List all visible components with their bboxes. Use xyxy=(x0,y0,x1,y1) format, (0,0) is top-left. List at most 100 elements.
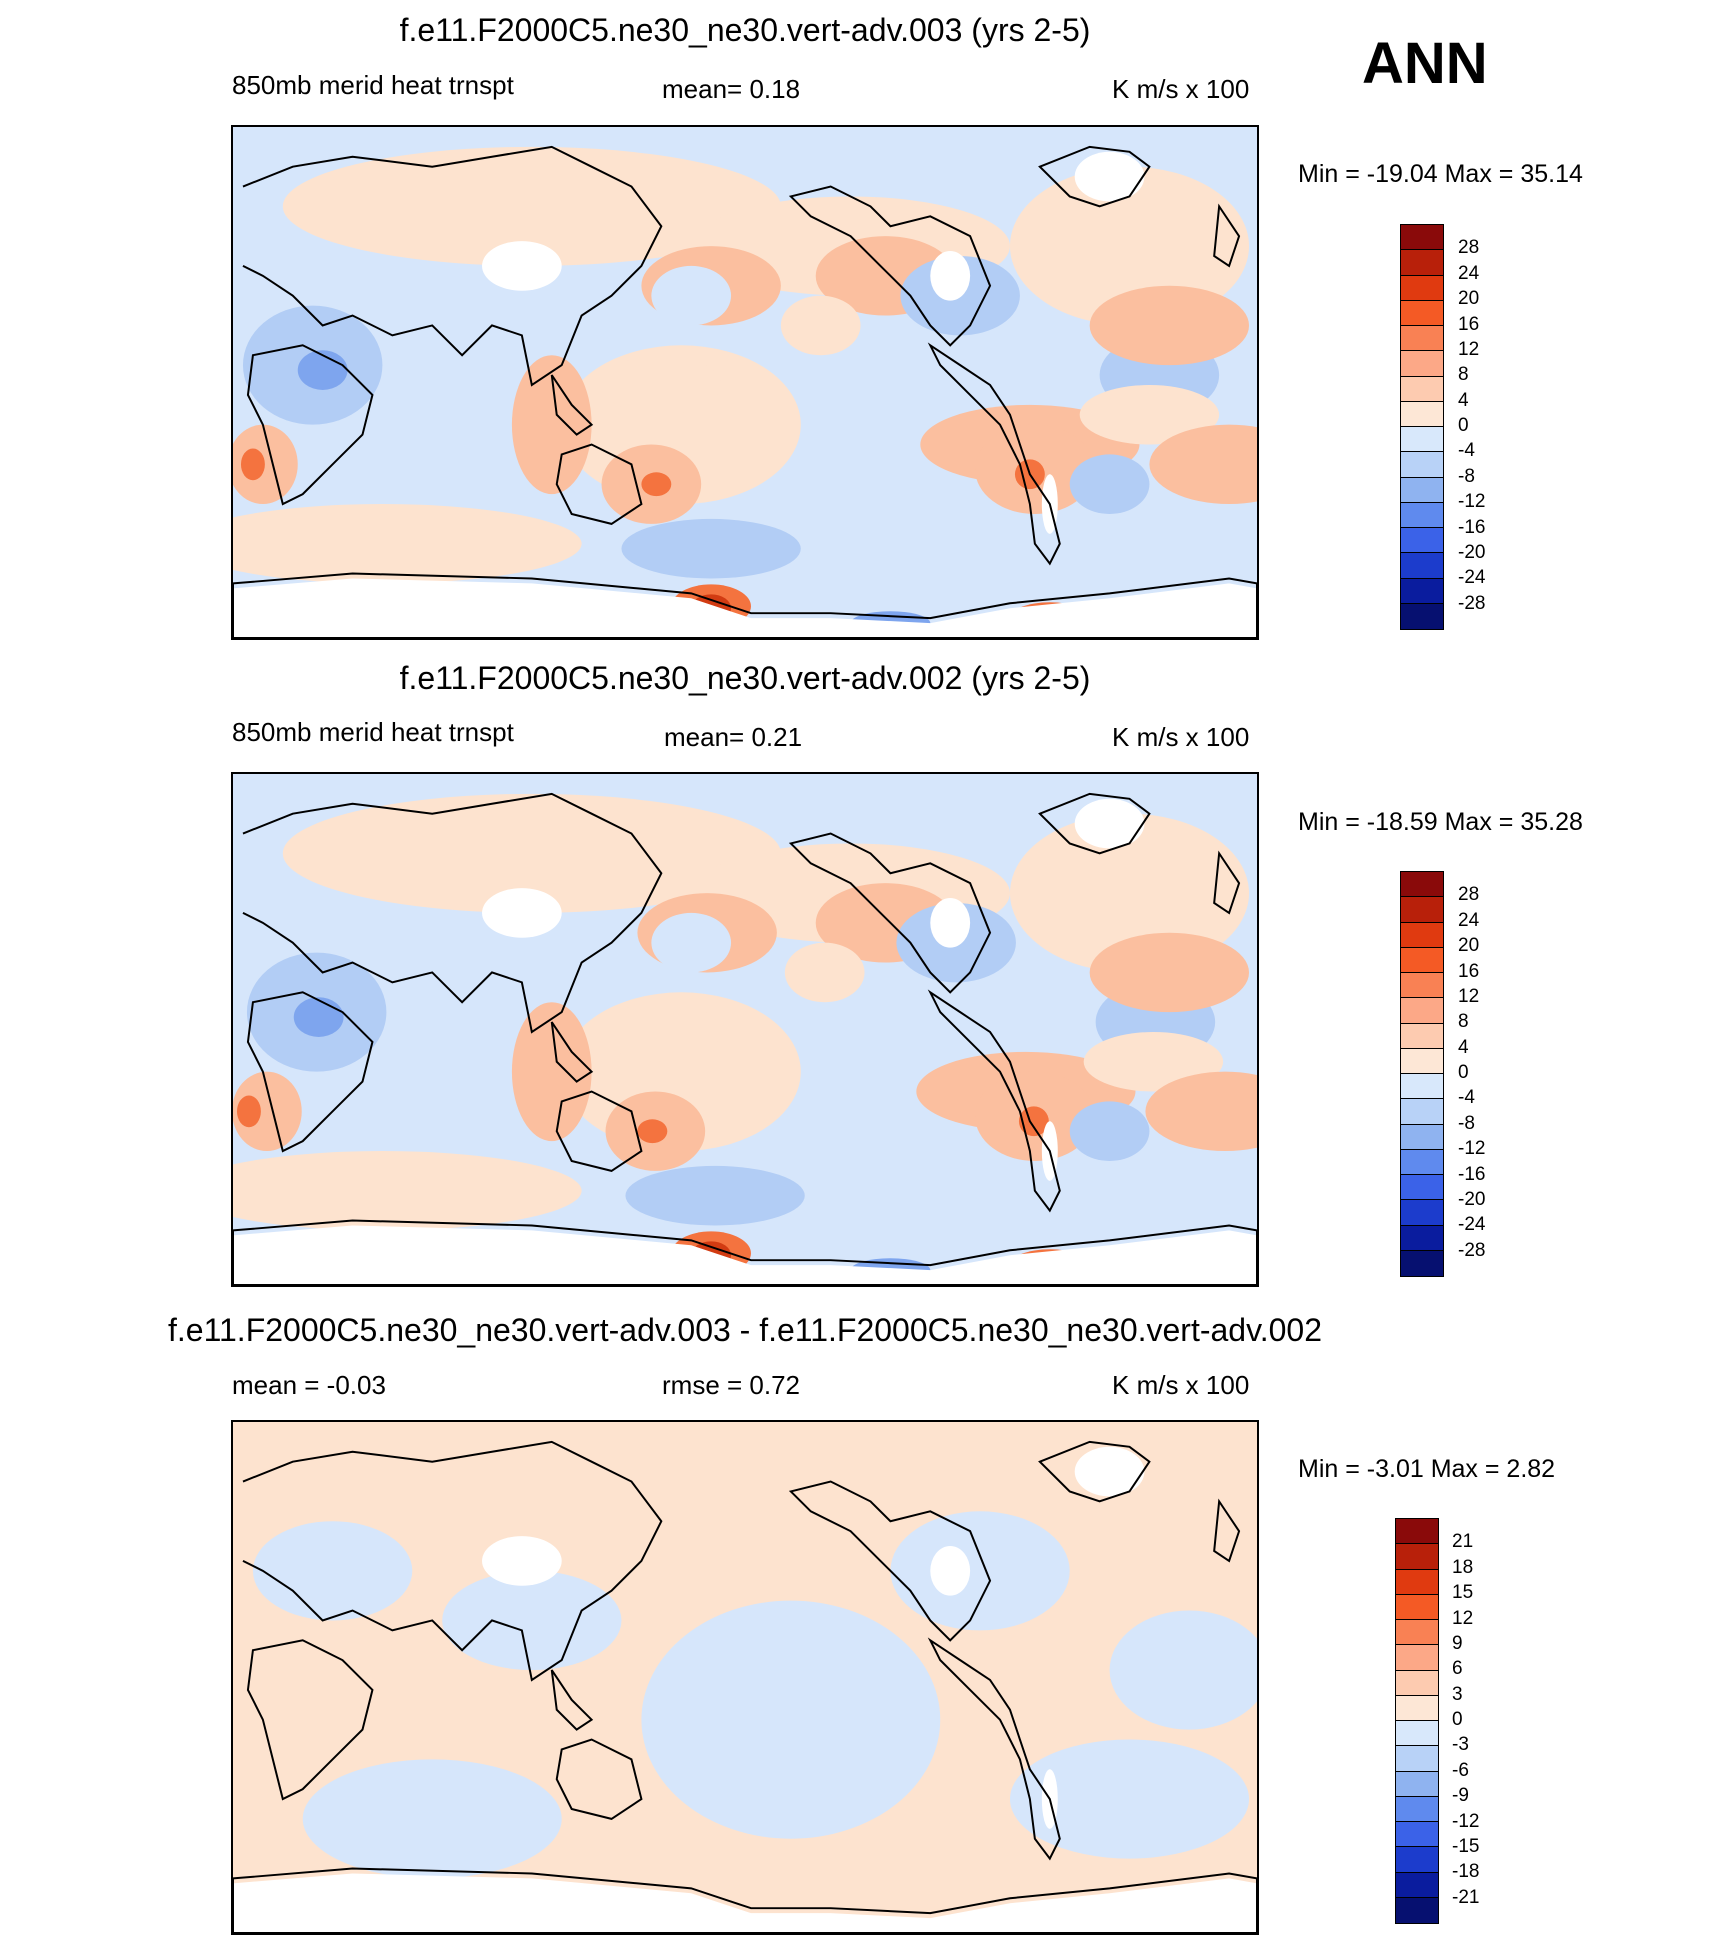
coastline xyxy=(246,1639,374,1801)
colorbar-tick-label: -8 xyxy=(1458,1112,1475,1134)
colorbar-swatch xyxy=(1396,1620,1438,1646)
missing-data-region xyxy=(930,898,971,948)
contour-region xyxy=(890,1511,1070,1631)
colorbar-swatch xyxy=(1396,1847,1438,1873)
contour-region xyxy=(240,448,265,481)
contour-region xyxy=(233,424,298,505)
antarctica-missing xyxy=(233,1225,1257,1285)
colorbar-swatch xyxy=(1401,477,1443,503)
contour-region xyxy=(601,1002,722,1062)
contour-region xyxy=(511,1002,592,1142)
colorbar-tick-label: -12 xyxy=(1458,491,1486,513)
coastline-group xyxy=(233,145,1257,638)
colorbar-tick-label: -4 xyxy=(1458,1087,1475,1109)
colorbar-tick-label: -28 xyxy=(1458,1239,1486,1261)
colorbar-swatch xyxy=(1401,502,1443,528)
colorbar-swatch xyxy=(1401,351,1443,377)
colorbar-swatch xyxy=(1401,225,1443,251)
colorbar-swatch xyxy=(1401,998,1443,1024)
colorbar-tick-label: -24 xyxy=(1458,567,1486,589)
antarctica-missing xyxy=(233,578,1257,638)
panel-1-units-label: K m/s x 100 xyxy=(1112,74,1250,104)
colorbar-swatch xyxy=(1401,250,1443,276)
colorbar-tick-label: -21 xyxy=(1452,1886,1480,1908)
colorbar-tick-label: 16 xyxy=(1458,313,1480,335)
coastline xyxy=(233,1219,1257,1285)
colorbar-tick-label: 28 xyxy=(1458,237,1480,259)
contour-region xyxy=(1109,1610,1257,1730)
colorbar-swatch xyxy=(1396,1746,1438,1772)
colorbar-swatch xyxy=(1396,1569,1438,1595)
colorbar-tick-label: -28 xyxy=(1458,592,1486,614)
contour-region xyxy=(770,1131,1010,1211)
colorbar-tick-label: -6 xyxy=(1452,1759,1469,1781)
coastline xyxy=(555,1090,643,1172)
panel-3-map xyxy=(231,1420,1259,1935)
colorbar-swatch xyxy=(1396,1594,1438,1620)
coastline xyxy=(927,1637,1061,1861)
coastline xyxy=(927,989,1061,1213)
panel-1-minmax-label: Min = -19.04 Max = 35.14 xyxy=(1298,160,1583,188)
colorbar-swatch xyxy=(1401,922,1443,948)
colorbar-swatch xyxy=(1401,1023,1443,1049)
missing-data-region xyxy=(1074,151,1145,202)
colorbar-swatch xyxy=(1396,1771,1438,1797)
coastline xyxy=(555,443,643,525)
coastline xyxy=(550,1021,594,1083)
colorbar-tick-label: -20 xyxy=(1458,541,1486,563)
colorbar-tick-label: 12 xyxy=(1458,338,1480,360)
panel-2-title: f.e11.F2000C5.ne30_ne30.vert-adv.002 (yr… xyxy=(399,660,1091,696)
colorbar-tick-label: 0 xyxy=(1452,1709,1463,1730)
coastline xyxy=(242,1440,663,1682)
panel-1-variable-label: 850mb merid heat trnspt xyxy=(232,70,514,100)
missing-data-region xyxy=(930,1546,971,1596)
colorbar-tick-label: 16 xyxy=(1458,960,1480,982)
panel-1-title: f.e11.F2000C5.ne30_ne30.vert-adv.003 (yr… xyxy=(399,12,1091,48)
colorbar-swatch xyxy=(1401,427,1443,453)
contour-region xyxy=(1069,454,1150,514)
colorbar-tick-label: -3 xyxy=(1452,1734,1469,1756)
colorbar-swatch xyxy=(1401,553,1443,579)
contour-region xyxy=(233,1071,302,1152)
coastline xyxy=(555,1738,643,1820)
coastline xyxy=(788,185,992,347)
colorbar-swatch xyxy=(1401,947,1443,973)
missing-data-region xyxy=(1074,798,1145,849)
panel-1-map xyxy=(231,125,1259,640)
panel-2-minmax-label: Min = -18.59 Max = 35.28 xyxy=(1298,808,1583,836)
panel-2-contour-map xyxy=(233,774,1257,1285)
colorbar-swatch xyxy=(1396,1645,1438,1671)
contour-region xyxy=(236,1095,261,1128)
coastline xyxy=(246,344,374,506)
contour-region xyxy=(1145,1071,1257,1152)
colorbar-tick-label: 20 xyxy=(1458,288,1480,310)
colorbar-tick-label: 8 xyxy=(1458,364,1469,386)
coastline xyxy=(550,374,594,436)
colorbar-tick-label: 18 xyxy=(1452,1556,1474,1578)
colorbar-swatch xyxy=(1401,1200,1443,1226)
missing-data-region xyxy=(930,251,971,301)
colorbar-swatch xyxy=(1401,528,1443,554)
colorbar-tick-label: 28 xyxy=(1458,884,1480,906)
colorbar-tick-label: 24 xyxy=(1458,909,1480,931)
contour-region xyxy=(784,942,865,1003)
colorbar-tick-label: -12 xyxy=(1458,1138,1486,1160)
contour-region xyxy=(1089,285,1250,366)
colorbar-swatch xyxy=(1396,1695,1438,1721)
coastline-group xyxy=(233,1440,1257,1933)
colorbar-swatch xyxy=(1401,275,1443,301)
colorbar-swatch xyxy=(1401,897,1443,923)
contour-region xyxy=(1069,1101,1150,1161)
colorbar-swatch xyxy=(1401,376,1443,402)
coastline xyxy=(1038,792,1151,855)
contour-region xyxy=(1009,1739,1250,1859)
colorbar-swatch xyxy=(1401,1074,1443,1100)
colorbar-swatch xyxy=(1396,1872,1438,1898)
contour-region xyxy=(780,295,861,356)
colorbar-tick-label: -12 xyxy=(1452,1810,1480,1832)
colorbar-tick-label: -8 xyxy=(1458,465,1475,487)
contour-region xyxy=(1089,932,1250,1013)
panel-3-title: f.e11.F2000C5.ne30_ne30.vert-adv.003 - f… xyxy=(168,1312,1322,1348)
colorbar-tick-label: -20 xyxy=(1458,1188,1486,1210)
colorbar-tick-label: 0 xyxy=(1458,415,1469,436)
